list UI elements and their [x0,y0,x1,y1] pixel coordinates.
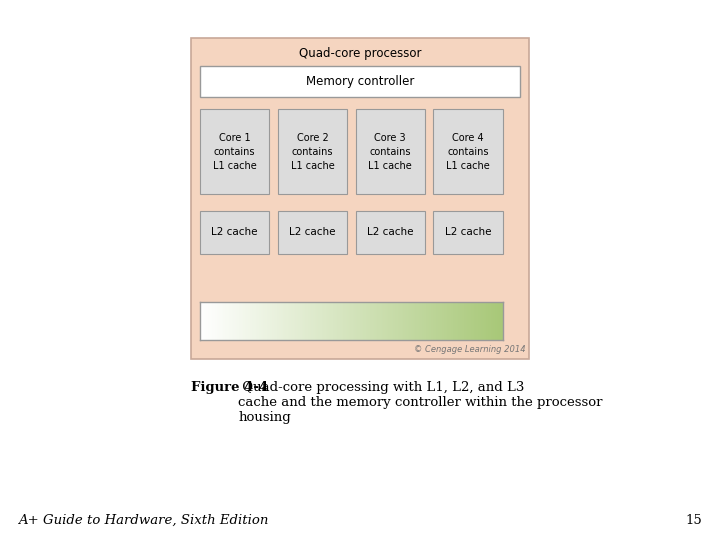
Text: Shared L3 cache: Shared L3 cache [299,315,404,328]
Text: Quad-core processor: Quad-core processor [299,48,421,60]
Text: © Cengage Learning 2014: © Cengage Learning 2014 [414,345,526,354]
Text: Core 4
contains
L1 cache: Core 4 contains L1 cache [446,133,490,171]
FancyBboxPatch shape [278,211,347,254]
Text: Core 1
contains
L1 cache: Core 1 contains L1 cache [213,133,256,171]
FancyBboxPatch shape [356,109,425,194]
FancyBboxPatch shape [200,66,520,97]
FancyBboxPatch shape [433,109,503,194]
Text: Figure 4-4: Figure 4-4 [191,381,268,394]
FancyBboxPatch shape [356,211,425,254]
Text: Memory controller: Memory controller [306,75,414,88]
Text: Core 3
contains
L1 cache: Core 3 contains L1 cache [369,133,412,171]
Text: L2 cache: L2 cache [445,227,491,237]
FancyBboxPatch shape [278,109,347,194]
FancyBboxPatch shape [191,38,529,359]
Text: Quad-core processing with L1, L2, and L3
cache and the memory controller within : Quad-core processing with L1, L2, and L3… [238,381,603,424]
Text: Core 2
contains
L1 cache: Core 2 contains L1 cache [291,133,334,171]
Text: L2 cache: L2 cache [367,227,413,237]
Text: A+ Guide to Hardware, Sixth Edition: A+ Guide to Hardware, Sixth Edition [18,514,269,526]
Text: 15: 15 [685,514,702,526]
FancyBboxPatch shape [433,211,503,254]
FancyBboxPatch shape [200,211,269,254]
Text: L2 cache: L2 cache [212,227,258,237]
FancyBboxPatch shape [200,109,269,194]
Text: L2 cache: L2 cache [289,227,336,237]
